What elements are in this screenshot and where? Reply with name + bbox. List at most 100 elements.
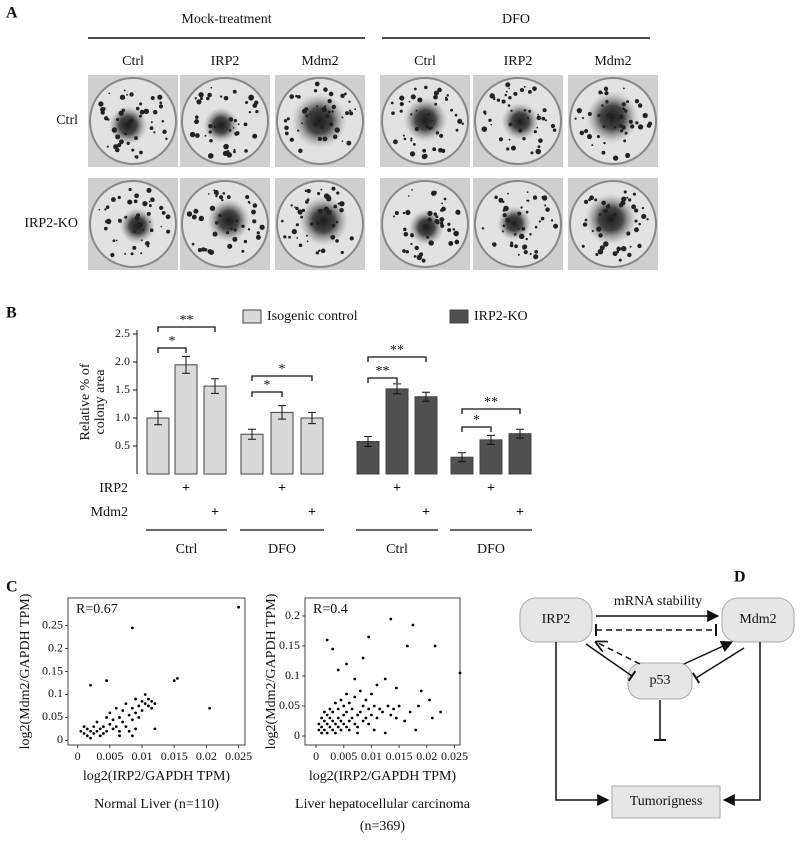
colony (606, 112, 612, 119)
colony (622, 107, 625, 111)
point (95, 729, 99, 733)
point (364, 716, 368, 720)
colony (416, 254, 423, 261)
point (411, 623, 415, 627)
node-label: Mdm2 (739, 612, 776, 627)
point (353, 695, 357, 699)
colony (148, 204, 152, 208)
point (92, 725, 96, 729)
point (137, 716, 141, 719)
colony (526, 191, 529, 193)
edge-label: mRNA stability (614, 594, 702, 609)
x-tick-label: 0.025 (441, 749, 468, 763)
y-tick-label: 0.2 (48, 640, 63, 654)
colony (162, 129, 167, 134)
colony (226, 152, 233, 158)
colony (623, 190, 627, 194)
point (347, 701, 351, 705)
colony (490, 123, 492, 126)
plate-photo (568, 178, 658, 270)
bar (270, 411, 294, 475)
colony (439, 133, 444, 138)
point (347, 728, 351, 732)
point (134, 727, 137, 731)
colony (433, 94, 438, 100)
point (89, 729, 92, 733)
node-label: Tumorigness (630, 794, 703, 809)
error-bar (308, 411, 316, 425)
colony (596, 135, 601, 139)
colony (433, 90, 439, 96)
x-tick-label: 0 (75, 749, 81, 763)
colony (646, 218, 649, 221)
colony (252, 103, 258, 108)
colony (505, 82, 511, 88)
colony (450, 108, 453, 112)
colony (582, 222, 588, 227)
colony (235, 131, 240, 136)
colony (283, 235, 287, 239)
point (353, 722, 357, 726)
colony (335, 220, 339, 224)
colony (244, 149, 248, 153)
plate-photo (473, 75, 563, 167)
colony (197, 248, 202, 253)
colony (128, 187, 132, 192)
colony (309, 113, 312, 115)
colony (124, 252, 127, 255)
colony (331, 104, 337, 110)
colony (251, 209, 256, 215)
colony (131, 148, 135, 152)
colony (534, 249, 539, 254)
colony (132, 245, 137, 250)
colony (599, 245, 605, 251)
colony (618, 258, 622, 262)
colony (514, 244, 518, 249)
colony (214, 221, 219, 225)
bar (385, 388, 409, 475)
colony (204, 134, 207, 137)
colony (424, 124, 429, 129)
significance-bracket (251, 375, 313, 381)
colony (249, 202, 251, 205)
colony (165, 137, 168, 141)
colony (625, 152, 631, 158)
colony (320, 188, 323, 191)
point (334, 731, 337, 735)
colony (245, 195, 250, 200)
point (339, 698, 343, 702)
colony (323, 206, 329, 212)
colony (252, 203, 258, 208)
colony (194, 119, 199, 125)
colony (440, 208, 444, 212)
colony (413, 255, 417, 258)
significance-label: ** (390, 343, 404, 358)
x-tick-label: 0.01 (361, 749, 382, 763)
caption: Liver hepatocellular carcinoma (295, 797, 471, 812)
point (356, 725, 359, 729)
colony (331, 223, 336, 228)
colony (621, 102, 626, 107)
point (458, 671, 462, 675)
colony (124, 215, 128, 219)
colony (255, 109, 259, 114)
row-mark: + (422, 505, 430, 520)
point (153, 727, 157, 731)
colony (441, 148, 446, 153)
colony (223, 122, 225, 125)
group-label: DFO (268, 542, 296, 557)
colony (427, 112, 430, 116)
arrow (683, 641, 734, 665)
colony (159, 205, 164, 210)
point (370, 713, 373, 717)
colony (198, 92, 204, 98)
x-tick-label: 0.025 (225, 749, 252, 763)
colony (518, 128, 523, 133)
colony (301, 208, 306, 213)
colony (230, 227, 233, 230)
colony (621, 125, 626, 130)
colony (532, 86, 537, 92)
colony (626, 196, 629, 199)
point (237, 605, 240, 609)
colony (613, 126, 617, 129)
